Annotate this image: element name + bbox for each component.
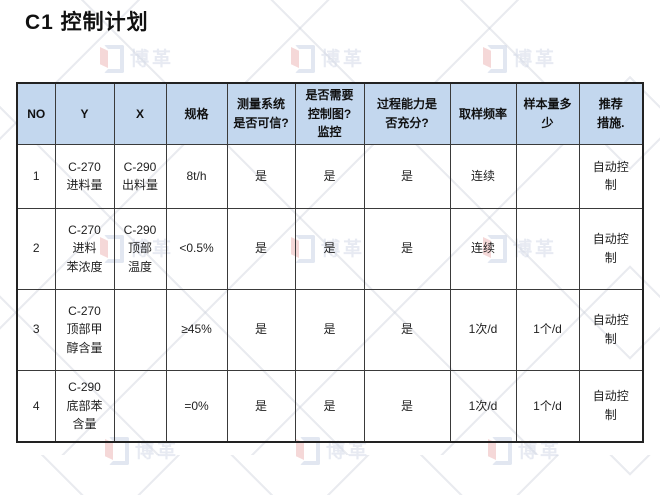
cell-spec: 8t/h bbox=[165, 143, 228, 209]
header-capability: 过程能力是 否充分? bbox=[363, 82, 451, 145]
cell-msa-reliable: 是 bbox=[226, 369, 296, 443]
cell-sample-size: 1个/d bbox=[515, 288, 580, 371]
table-row: 1 C-270 进料量 C-290 出料量 8t/h 是 是 是 连续 自动控 … bbox=[16, 143, 644, 209]
table-row: 3 C-270 顶部甲 醇含量 ≥45% 是 是 是 1次/d 1个/d 自动控… bbox=[16, 288, 644, 371]
cell-x: C-290 出料量 bbox=[113, 143, 167, 209]
cell-no: 3 bbox=[16, 288, 56, 371]
boge-logo-icon bbox=[291, 45, 315, 73]
cell-msa-reliable: 是 bbox=[226, 207, 296, 290]
cell-spec: <0.5% bbox=[165, 207, 228, 290]
cell-sample-freq: 1次/d bbox=[449, 288, 517, 371]
cell-y: C-290 底部苯 含量 bbox=[54, 369, 115, 443]
cell-control-chart: 是 bbox=[294, 143, 365, 209]
watermark-text: 博革 bbox=[321, 49, 366, 70]
cell-control-chart: 是 bbox=[294, 369, 365, 443]
table-row: 4 C-290 底部苯 含量 =0% 是 是 是 1次/d 1个/d 自动控 制 bbox=[16, 369, 644, 443]
cell-control-chart: 是 bbox=[294, 207, 365, 290]
table-header-row: NO Y X 规格 测量系统 是否可信? 是否需要 控制图? 监控 过程能力是 … bbox=[16, 82, 644, 145]
header-msa-reliable: 测量系统 是否可信? bbox=[226, 82, 296, 145]
watermark-logo: 博革 bbox=[483, 44, 558, 73]
header-y: Y bbox=[54, 82, 115, 145]
header-sample-size: 样本量多 少 bbox=[515, 82, 580, 145]
table-row: 2 C-270 进料 苯浓度 C-290 顶部 温度 <0.5% 是 是 是 连… bbox=[16, 207, 644, 290]
cell-x: C-290 顶部 温度 bbox=[113, 207, 167, 290]
page-title: C1 控制计划 bbox=[25, 11, 149, 34]
cell-recommendation: 自动控 制 bbox=[578, 207, 644, 290]
cell-sample-size: 1个/d bbox=[515, 369, 580, 443]
cell-sample-size bbox=[515, 143, 580, 209]
header-spec: 规格 bbox=[165, 82, 228, 145]
cell-y: C-270 进料量 bbox=[54, 143, 115, 209]
cell-recommendation: 自动控 制 bbox=[578, 369, 644, 443]
boge-logo-icon bbox=[100, 45, 124, 73]
cell-y: C-270 进料 苯浓度 bbox=[54, 207, 115, 290]
control-plan-table: NO Y X 规格 测量系统 是否可信? 是否需要 控制图? 监控 过程能力是 … bbox=[16, 82, 644, 444]
cell-sample-freq: 连续 bbox=[449, 207, 517, 290]
cell-recommendation: 自动控 制 bbox=[578, 143, 644, 209]
cell-sample-freq: 连续 bbox=[449, 143, 517, 209]
cell-capability: 是 bbox=[363, 143, 451, 209]
cell-control-chart: 是 bbox=[294, 288, 365, 371]
boge-logo-icon bbox=[483, 45, 507, 73]
cell-no: 2 bbox=[16, 207, 56, 290]
cell-spec: ≥45% bbox=[165, 288, 228, 371]
cell-sample-size bbox=[515, 207, 580, 290]
cell-sample-freq: 1次/d bbox=[449, 369, 517, 443]
cell-x bbox=[113, 369, 167, 443]
header-sample-freq: 取样频率 bbox=[449, 82, 517, 145]
watermark-text: 博革 bbox=[513, 49, 558, 70]
watermark-text: 博革 bbox=[130, 49, 175, 70]
cell-y: C-270 顶部甲 醇含量 bbox=[54, 288, 115, 371]
cell-msa-reliable: 是 bbox=[226, 143, 296, 209]
header-no: NO bbox=[16, 82, 56, 145]
cell-recommendation: 自动控 制 bbox=[578, 288, 644, 371]
watermark-logo: 博革 bbox=[100, 44, 175, 73]
header-control-chart: 是否需要 控制图? 监控 bbox=[294, 82, 365, 145]
cell-capability: 是 bbox=[363, 207, 451, 290]
cell-msa-reliable: 是 bbox=[226, 288, 296, 371]
cell-no: 1 bbox=[16, 143, 56, 209]
cell-spec: =0% bbox=[165, 369, 228, 443]
header-recommendation: 推荐 措施. bbox=[578, 82, 644, 145]
cell-no: 4 bbox=[16, 369, 56, 443]
cell-capability: 是 bbox=[363, 288, 451, 371]
cell-capability: 是 bbox=[363, 369, 451, 443]
cell-x bbox=[113, 288, 167, 371]
header-x: X bbox=[113, 82, 167, 145]
watermark-logo: 博革 bbox=[291, 44, 366, 73]
